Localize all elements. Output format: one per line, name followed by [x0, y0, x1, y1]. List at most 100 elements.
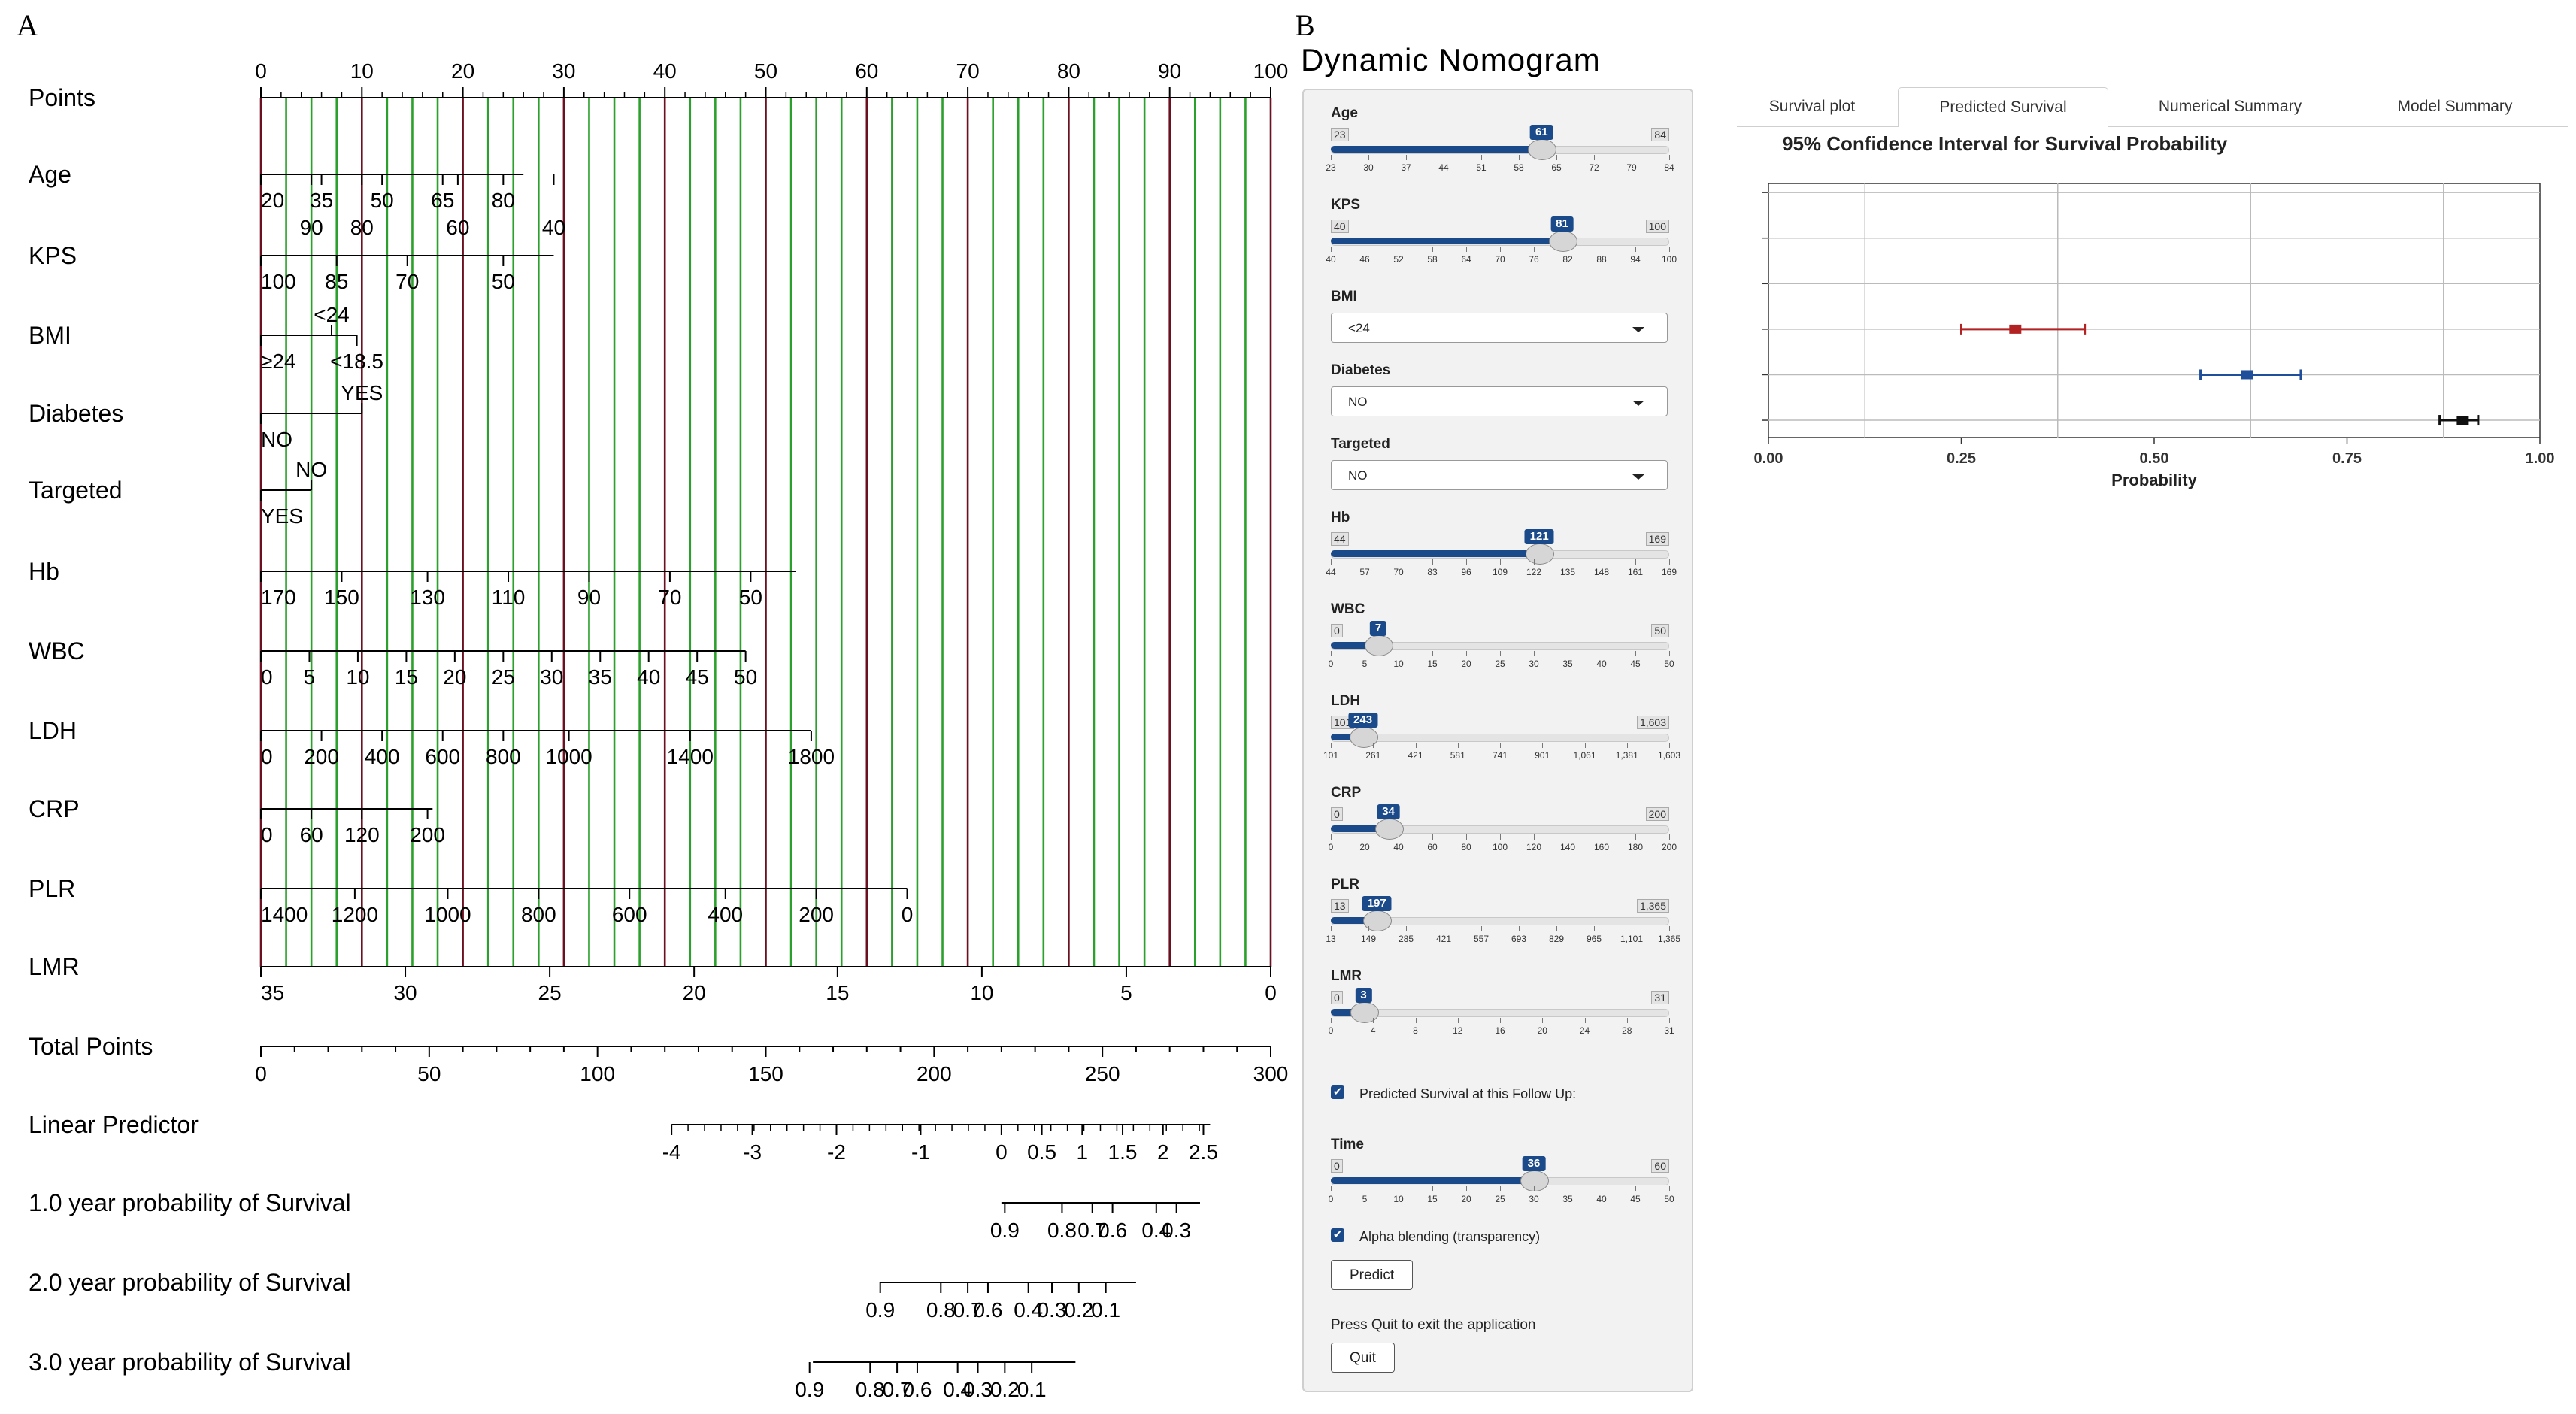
slider-tick: [1500, 247, 1501, 252]
wbc-slider[interactable]: 0 50 7 0 5 10 15 20 25 30 35 40 45 50: [1329, 621, 1674, 677]
tab-model-summary[interactable]: Model Summary: [2397, 98, 2513, 115]
slider-handle[interactable]: [1520, 1170, 1549, 1191]
survival-tick-label: 0.8: [926, 1298, 956, 1322]
slider-max-value: 100: [1645, 220, 1669, 233]
variable-tick-label: 50: [739, 586, 762, 609]
plr-slider[interactable]: 13 1,365 197 13 149 285 421 557 693 829 965 1,101 1,…: [1326, 896, 1680, 952]
slider-current-value: 197: [1362, 896, 1392, 911]
slider-fill: [1331, 238, 1562, 244]
slider-tick-label: 40: [1393, 842, 1404, 852]
total-points-tick-label: 300: [1253, 1062, 1289, 1085]
slider-ticks: [1331, 743, 1670, 750]
linear-predictor-tick-label: 2: [1157, 1140, 1169, 1164]
slider-tick: [1331, 1186, 1332, 1191]
predict-button[interactable]: Predict: [1331, 1260, 1414, 1290]
slider-handle[interactable]: [1526, 543, 1555, 565]
hb-slider[interactable]: 44 169 121 44 57 70 83 96 109 122 135 148 161 169: [1326, 529, 1677, 585]
variable-tick-label: 600: [612, 903, 647, 926]
row-label-survival-3: 3.0 year probability of Survival: [29, 1349, 351, 1376]
variable-tick-label: 10: [346, 665, 369, 689]
slider-max-value: 169: [1645, 532, 1669, 546]
slider-tick-label: 1,061: [1573, 750, 1596, 761]
slider-tick-label: 45: [1630, 1194, 1641, 1204]
slider-tick: [1635, 834, 1636, 840]
crp-slider[interactable]: 0 200 34 0 20 40 60 80 100 120 140 160 180 200: [1329, 804, 1677, 860]
slider-tick-label: 10: [1393, 1194, 1404, 1204]
slider-tick-label: 160: [1593, 842, 1610, 852]
points-tick-label: 100: [1253, 59, 1289, 83]
lmr-slider[interactable]: 0 31 3 0 4 8 12 16 20 24 28 31: [1329, 988, 1674, 1043]
variable-tick-label: 1400: [261, 903, 308, 926]
linear-predictor-tick-label: 0: [996, 1140, 1008, 1164]
tab-survival-plot[interactable]: Survival plot: [1768, 98, 1856, 115]
slider-handle[interactable]: [1365, 635, 1393, 656]
bmi-select[interactable]: <24: [1331, 313, 1668, 343]
survival-tick-label: 0.7: [953, 1298, 983, 1322]
slider-tick-label: 23: [1326, 162, 1336, 173]
slider-tick-label: 741: [1492, 750, 1508, 761]
row-label-age: Age: [29, 161, 71, 188]
slider-tick: [1500, 743, 1501, 748]
linear-predictor-tick-label: 2.5: [1189, 1140, 1218, 1164]
slider-tick-label: 82: [1562, 254, 1573, 265]
variable-tick-label: 200: [799, 903, 834, 926]
slider-ticks: [1331, 1018, 1670, 1025]
slider-tick-label: 37: [1401, 162, 1411, 173]
slider-min-value: 0: [1331, 624, 1343, 637]
age-slider[interactable]: 23 84 61 23 30 37 44 51 58 65 72 79 84: [1326, 125, 1674, 180]
slider-tick: [1500, 1018, 1501, 1023]
tab-numerical-summary[interactable]: Numerical Summary: [2158, 98, 2302, 115]
variable-tick-label: 10: [970, 981, 993, 1004]
slider-tick-label: 0: [1328, 1194, 1334, 1204]
slider-tick: [1466, 651, 1467, 656]
variable-tick-label: 200: [304, 745, 339, 768]
input-sidebar: Age 23 84 61 23 30 37 44 51 58 65 72 79 84 KPS 40 100…: [1302, 89, 1693, 1392]
slider-tick-label: 60: [1427, 842, 1438, 852]
diabetes-select[interactable]: NO: [1331, 386, 1668, 416]
tab-predicted-survival[interactable]: Predicted Survival: [1898, 87, 2108, 127]
slider-tick: [1542, 1018, 1544, 1023]
survival-tick-label: 0.7: [1077, 1219, 1107, 1242]
slider-tick: [1500, 834, 1501, 840]
slider-tick-label: 64: [1461, 254, 1471, 265]
slider-tick-label: 4: [1370, 1025, 1376, 1036]
slider-handle[interactable]: [1349, 727, 1378, 748]
targeted-select[interactable]: NO: [1331, 460, 1668, 490]
slider-tick: [1432, 1186, 1433, 1191]
time-slider[interactable]: 0 60 36 0 5 10 15 20 25 30 35 40 45 50: [1328, 1156, 1674, 1212]
alpha-blending-checkbox[interactable]: ✔ Alpha blending (transparency): [1331, 1227, 1677, 1246]
variable-tick-label: 20: [261, 189, 284, 212]
quit-button[interactable]: Quit: [1331, 1343, 1395, 1373]
wbc-label: WBC: [1331, 601, 1365, 617]
slider-tick: [1626, 743, 1628, 748]
ldh-slider[interactable]: 101 1,603 243 101 261 421 581 741 901 1,061 1,381 1…: [1323, 713, 1680, 768]
row-label-points: Points: [29, 84, 95, 111]
slider-tick-label: 109: [1492, 567, 1508, 577]
survival-tick-label: 0.9: [865, 1298, 895, 1322]
row-label-lmr: LMR: [29, 953, 80, 980]
slider-tick: [1594, 926, 1595, 931]
slider-tick: [1669, 1018, 1670, 1023]
slider-tick-label: 693: [1511, 934, 1527, 944]
slider-tick: [1432, 559, 1433, 565]
bmi-label: BMI: [1331, 289, 1357, 304]
slider-tick-label: 1,603: [1657, 750, 1681, 761]
survival-tick-label: 0.3: [1038, 1298, 1067, 1322]
slider-tick: [1432, 651, 1433, 656]
variable-tick-label: 5: [1120, 981, 1132, 1004]
slider-tick-label: 94: [1630, 254, 1641, 265]
slider-tick-label: 829: [1548, 934, 1565, 944]
followup-checkbox[interactable]: ✔ Predicted Survival at this Follow Up:: [1331, 1084, 1677, 1126]
slider-tick-label: 50: [1664, 659, 1674, 669]
slider-fill: [1331, 917, 1377, 924]
slider-max-value: 200: [1645, 807, 1669, 821]
kps-slider[interactable]: 40 100 81 40 46 52 58 64 70 76 82 88 94 100: [1326, 216, 1677, 272]
slider-tick-label: 70: [1495, 254, 1505, 265]
slider-handle[interactable]: [1548, 231, 1577, 252]
variable-tick-label: NO: [295, 458, 327, 481]
linear-predictor-tick-label: -1: [911, 1140, 930, 1164]
slider-tick: [1534, 1186, 1535, 1191]
variable-tick-label: 150: [324, 586, 359, 609]
slider-tick-labels: 101 261 421 581 741 901 1,061 1,381 1,603: [1323, 750, 1680, 762]
